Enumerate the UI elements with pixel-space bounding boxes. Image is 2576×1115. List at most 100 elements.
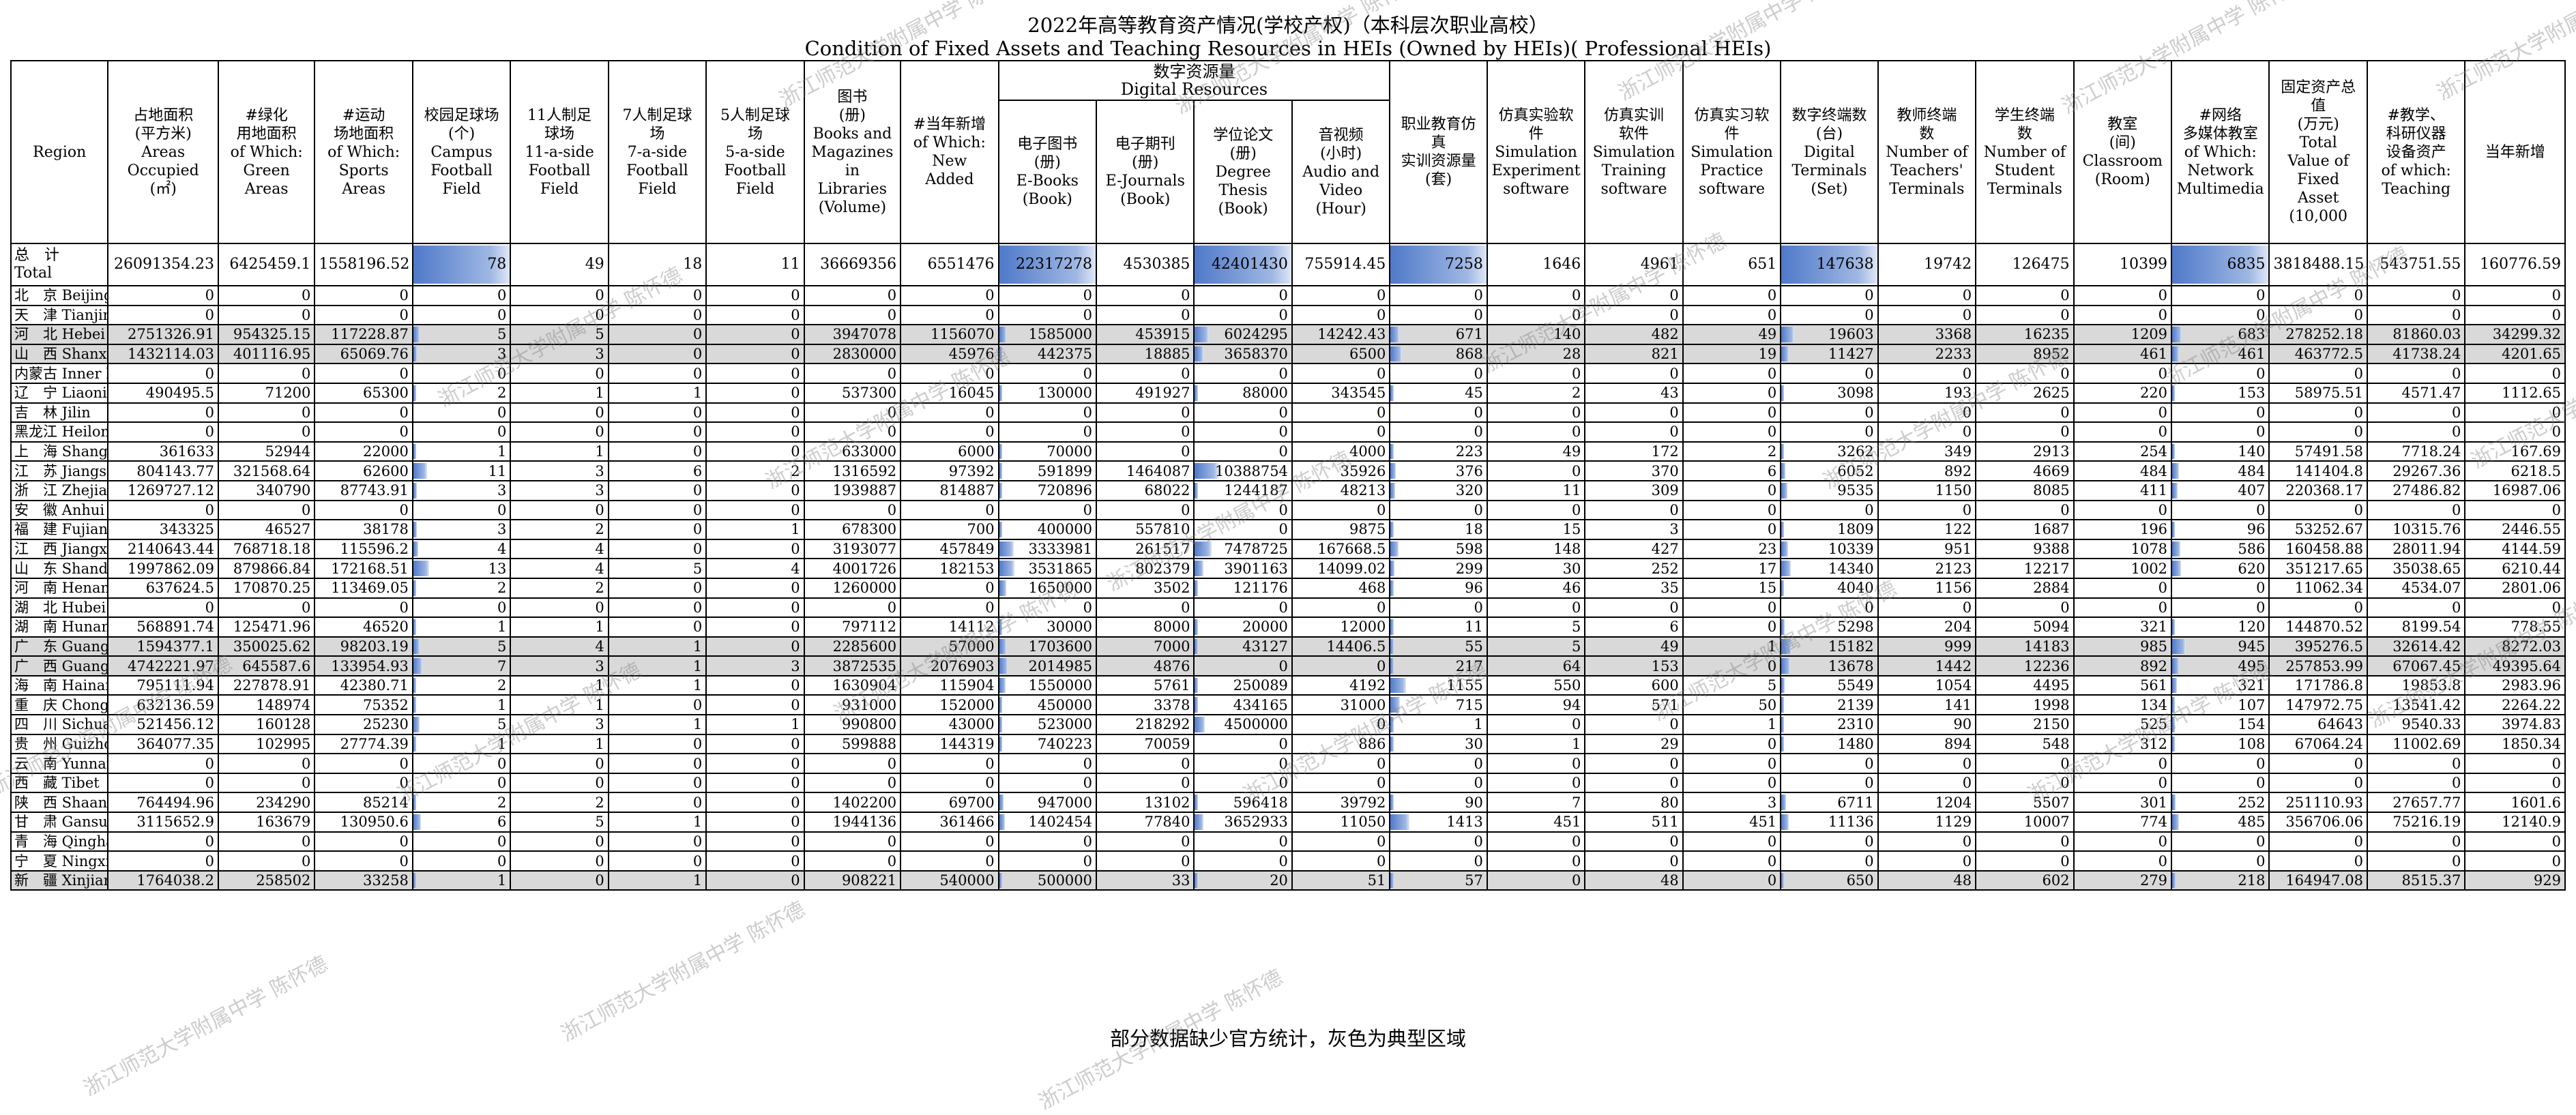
cell-books: 3947078 bbox=[803, 324, 902, 345]
table-row: 河 南 Henan 637624.5 170870.25 113469.05 2 2 0 0 1… bbox=[10, 577, 2566, 599]
data-bar bbox=[2173, 619, 2176, 635]
cell-av: 51 bbox=[1291, 869, 1391, 891]
cell-field: 0 bbox=[411, 850, 512, 872]
cell-area: 632136.59 bbox=[107, 694, 219, 716]
cell-field: 2 bbox=[411, 674, 512, 696]
cell-field: 0 bbox=[411, 402, 512, 423]
cell-field: 78 bbox=[411, 243, 512, 286]
cell-multimedia: 495 bbox=[2171, 655, 2270, 677]
data-bar bbox=[999, 717, 1002, 732]
cell-area: 1594377.1 bbox=[107, 636, 219, 657]
cell-sim_res: 1413 bbox=[1389, 812, 1488, 833]
cell-fixed: 220368.17 bbox=[2268, 479, 2368, 501]
data-bar bbox=[999, 246, 1096, 284]
cell-sports: 0 bbox=[314, 831, 413, 852]
cell-books: 1630904 bbox=[803, 674, 902, 696]
cell-multimedia: 461 bbox=[2171, 343, 2270, 365]
cell-t_student: 5094 bbox=[1975, 616, 2075, 638]
cell-books_new: 182153 bbox=[900, 558, 999, 579]
cell-field: 5 bbox=[411, 636, 512, 657]
region-cell: 海 南 Hainan bbox=[10, 674, 109, 696]
cell-sim_exp: 28 bbox=[1486, 343, 1586, 365]
cell-t_student: 8952 bbox=[1975, 343, 2075, 365]
cell-books_new: 0 bbox=[900, 363, 999, 384]
cell-sim_prac: 451 bbox=[1682, 812, 1782, 833]
cell-terminals: 0 bbox=[1780, 753, 1879, 774]
cell-fixed: 144870.52 bbox=[2268, 616, 2368, 638]
cell-sim_exp: 0 bbox=[1486, 402, 1586, 423]
cell-classroom: 1209 bbox=[2073, 324, 2173, 345]
cell-thesis: 250089 bbox=[1193, 674, 1293, 696]
cell-sim_exp: 1 bbox=[1486, 733, 1586, 755]
data-bar bbox=[2173, 385, 2176, 401]
cell-multimedia: 485 bbox=[2171, 812, 2270, 833]
cell-fixed: 57491.58 bbox=[2268, 441, 2368, 462]
cell-equip_new: 34299.32 bbox=[2464, 324, 2566, 345]
cell-t_teacher: 2233 bbox=[1877, 343, 1977, 365]
cell-f7: 1 bbox=[607, 869, 707, 891]
cell-t_student: 0 bbox=[1975, 772, 2075, 794]
cell-equip_new: 0 bbox=[2464, 753, 2566, 774]
cell-av: 0 bbox=[1291, 499, 1391, 521]
cell-ebooks: 1402454 bbox=[997, 812, 1098, 833]
data-bar bbox=[2173, 814, 2180, 830]
cell-ebooks: 0 bbox=[997, 402, 1098, 423]
cell-sim_exp: 15 bbox=[1486, 519, 1586, 540]
region-cell: 辽 宁 Liaoning bbox=[10, 382, 109, 404]
cell-teach_equip: 29267.36 bbox=[2366, 460, 2466, 481]
cell-thesis: 0 bbox=[1193, 850, 1293, 872]
cell-books: 678300 bbox=[803, 519, 902, 540]
cell-sim_exp: 0 bbox=[1486, 597, 1586, 619]
cell-fixed: 11062.34 bbox=[2268, 577, 2368, 599]
cell-av: 0 bbox=[1291, 304, 1391, 326]
data-bar bbox=[413, 697, 417, 713]
cell-sim_prac: 0 bbox=[1682, 655, 1782, 677]
cell-sim_exp: 30 bbox=[1486, 558, 1586, 579]
cell-green: 0 bbox=[217, 499, 316, 521]
cell-thesis: 3901163 bbox=[1193, 558, 1293, 579]
cell-area: 764494.96 bbox=[107, 792, 219, 814]
data-bar bbox=[1391, 638, 1394, 655]
cell-green: 227878.91 bbox=[217, 674, 316, 696]
cell-field: 11 bbox=[411, 460, 512, 481]
cell-f5: 0 bbox=[705, 753, 805, 774]
data-bar bbox=[1391, 443, 1394, 460]
cell-classroom: 220 bbox=[2073, 382, 2173, 404]
cell-books_new: 45976 bbox=[900, 343, 999, 365]
cell-ebooks: 0 bbox=[997, 753, 1098, 774]
cell-f11: 0 bbox=[510, 850, 609, 872]
cell-thesis: 0 bbox=[1193, 402, 1293, 423]
cell-f7: 5 bbox=[607, 558, 707, 579]
cell-fixed: 257853.99 bbox=[2268, 655, 2368, 677]
region-cell: 青 海 Qinghai bbox=[10, 831, 109, 852]
data-bar bbox=[413, 443, 417, 460]
data-bar bbox=[1195, 561, 1204, 576]
cell-terminals: 2310 bbox=[1780, 714, 1879, 735]
cell-sports: 42380.71 bbox=[314, 674, 413, 696]
data-bar bbox=[999, 482, 1003, 499]
cell-t_student: 0 bbox=[1975, 831, 2075, 852]
cell-sim_res: 18 bbox=[1389, 519, 1488, 540]
cell-fixed: 0 bbox=[2268, 499, 2368, 521]
cell-equip_new: 1850.34 bbox=[2464, 733, 2566, 755]
cell-sim_exp: 0 bbox=[1486, 421, 1586, 443]
cell-teach_equip: 35038.65 bbox=[2366, 558, 2466, 579]
data-bar bbox=[1391, 580, 1394, 596]
cell-av: 6500 bbox=[1291, 343, 1391, 365]
cell-sim_train: 309 bbox=[1584, 479, 1684, 501]
table-row: 上 海 Shanghai3616335294422000110063300060… bbox=[10, 441, 2566, 462]
cell-classroom: 892 bbox=[2073, 655, 2173, 677]
cell-terminals: 0 bbox=[1780, 499, 1879, 521]
cell-green: 350025.62 bbox=[217, 636, 316, 657]
cell-sports: 25230 bbox=[314, 714, 413, 735]
cell-av: 755914.45 bbox=[1291, 243, 1391, 286]
cell-equip_new: 160776.59 bbox=[2464, 243, 2566, 286]
cell-av: 886 bbox=[1291, 733, 1391, 755]
cell-teach_equip: 4534.07 bbox=[2366, 577, 2466, 599]
cell-sim_res: 0 bbox=[1389, 499, 1488, 521]
cell-f7: 6 bbox=[607, 460, 707, 481]
cell-area: 2140643.44 bbox=[107, 538, 219, 560]
data-bar bbox=[1391, 561, 1395, 576]
cell-sim_prac: 23 bbox=[1682, 538, 1782, 560]
cell-sim_train: 48 bbox=[1584, 869, 1684, 891]
